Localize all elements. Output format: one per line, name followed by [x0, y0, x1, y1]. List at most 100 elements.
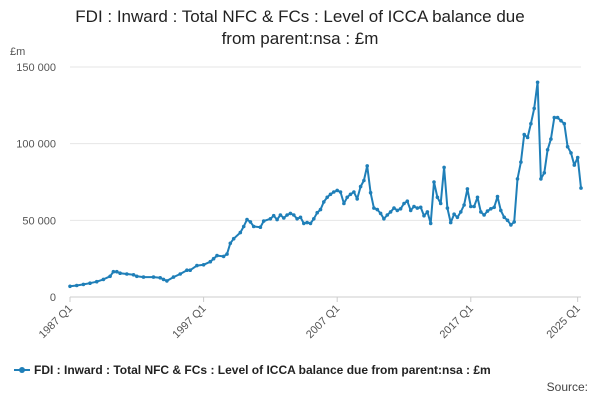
data-point[interactable] [318, 207, 323, 212]
data-point[interactable] [312, 217, 316, 221]
data-point[interactable] [509, 223, 513, 227]
data-point[interactable] [395, 208, 400, 213]
data-point[interactable] [569, 151, 573, 155]
data-point[interactable] [565, 144, 570, 149]
data-point[interactable] [131, 273, 136, 277]
data-point[interactable] [575, 155, 580, 160]
data-point[interactable] [539, 177, 543, 181]
data-point[interactable] [141, 275, 146, 279]
data-point[interactable] [502, 215, 507, 220]
data-point[interactable] [438, 201, 443, 206]
data-point[interactable] [185, 268, 189, 273]
data-point[interactable] [382, 217, 386, 221]
data-point[interactable] [285, 213, 289, 217]
data-point[interactable] [462, 203, 466, 207]
data-point[interactable] [335, 188, 340, 193]
data-point[interactable] [188, 268, 192, 273]
data-point[interactable] [322, 200, 326, 204]
data-point[interactable] [505, 218, 510, 223]
data-point[interactable] [388, 210, 393, 214]
data-point[interactable] [332, 190, 336, 194]
data-point[interactable] [529, 121, 533, 126]
data-point[interactable] [455, 215, 460, 220]
data-point[interactable] [418, 205, 423, 210]
data-point[interactable] [448, 220, 453, 225]
data-point[interactable] [398, 207, 403, 211]
data-point[interactable] [525, 135, 530, 140]
data-point[interactable] [302, 221, 306, 226]
data-point[interactable] [375, 207, 380, 212]
data-point[interactable] [228, 241, 233, 246]
data-point[interactable] [328, 192, 333, 197]
data-point[interactable] [195, 263, 199, 268]
data-point[interactable] [241, 224, 246, 229]
data-point[interactable] [74, 283, 79, 288]
data-point[interactable] [512, 220, 516, 224]
data-point[interactable] [465, 187, 470, 191]
data-point[interactable] [201, 263, 206, 267]
data-point[interactable] [348, 192, 353, 197]
data-point[interactable] [161, 277, 166, 282]
data-point[interactable] [308, 221, 313, 226]
data-point[interactable] [355, 197, 360, 201]
data-point[interactable] [499, 208, 503, 213]
data-point[interactable] [171, 275, 176, 279]
data-point[interactable] [345, 195, 350, 200]
data-point[interactable] [178, 272, 182, 276]
data-point[interactable] [485, 209, 490, 213]
data-point[interactable] [208, 259, 213, 264]
data-point[interactable] [542, 171, 547, 175]
data-point[interactable] [402, 201, 406, 206]
data-point[interactable] [479, 210, 483, 214]
data-point[interactable] [135, 274, 139, 279]
data-point[interactable] [579, 186, 583, 190]
data-point[interactable] [378, 211, 383, 216]
data-point[interactable] [495, 194, 500, 199]
data-point[interactable] [211, 256, 216, 261]
data-point[interactable] [368, 190, 373, 195]
data-point[interactable] [432, 180, 436, 184]
data-point[interactable] [555, 115, 560, 120]
data-point[interactable] [248, 220, 253, 224]
data-point[interactable] [425, 210, 430, 214]
data-point[interactable] [258, 225, 263, 229]
data-point[interactable] [125, 272, 129, 276]
data-point[interactable] [108, 274, 112, 279]
data-point[interactable] [492, 205, 497, 210]
data-point[interactable] [562, 121, 567, 126]
data-point[interactable] [288, 211, 293, 216]
data-point[interactable] [282, 216, 286, 220]
data-point[interactable] [231, 236, 236, 241]
data-point[interactable] [408, 208, 413, 213]
data-point[interactable] [315, 210, 320, 215]
data-point[interactable] [165, 279, 169, 283]
data-point[interactable] [522, 132, 526, 137]
data-point[interactable] [552, 115, 557, 120]
data-point[interactable] [325, 195, 330, 200]
data-point[interactable] [415, 206, 420, 210]
data-point[interactable] [489, 207, 493, 211]
data-point[interactable] [292, 213, 296, 217]
data-point[interactable] [392, 206, 396, 210]
data-point[interactable] [118, 271, 122, 276]
data-point[interactable] [101, 277, 106, 282]
data-point[interactable] [358, 184, 363, 189]
data-point[interactable] [158, 276, 162, 280]
data-point[interactable] [535, 80, 540, 85]
data-point[interactable] [532, 106, 536, 111]
data-point[interactable] [221, 254, 226, 259]
data-point[interactable] [81, 282, 86, 287]
data-point[interactable] [94, 279, 99, 284]
data-point[interactable] [452, 212, 456, 216]
data-point[interactable] [215, 253, 219, 258]
data-point[interactable] [572, 163, 577, 167]
data-point[interactable] [405, 199, 410, 203]
data-point[interactable] [338, 190, 343, 194]
data-point[interactable] [342, 201, 346, 206]
data-point[interactable] [238, 230, 243, 235]
data-point[interactable] [352, 190, 356, 194]
data-point[interactable] [251, 224, 256, 229]
data-point[interactable] [261, 219, 266, 223]
data-point[interactable] [459, 210, 463, 214]
data-point[interactable] [412, 204, 416, 209]
